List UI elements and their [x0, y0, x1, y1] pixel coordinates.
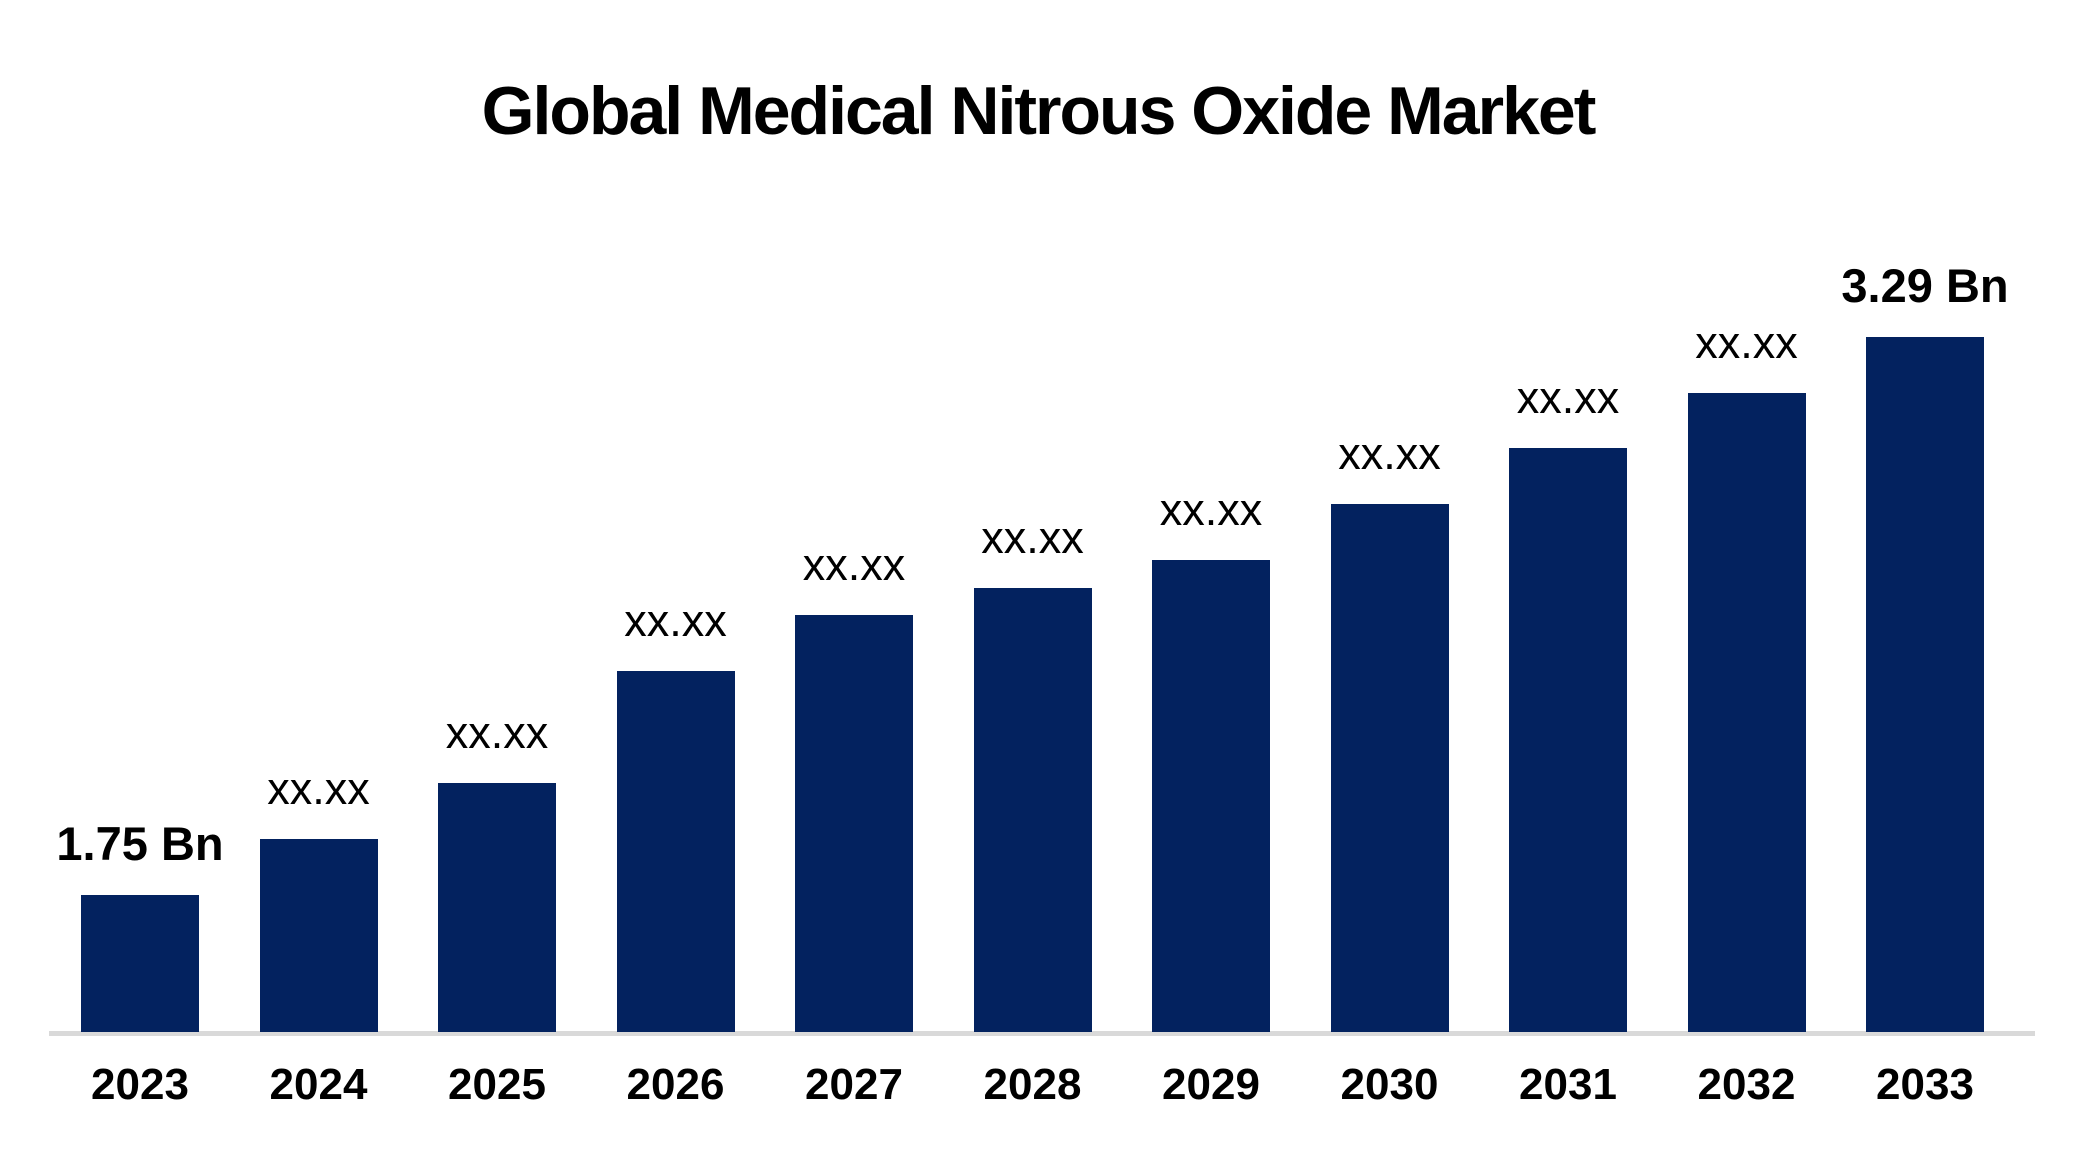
bar-value-label-2026: xx.xx — [624, 595, 727, 646]
x-tick-label-2026: 2026 — [626, 1060, 725, 1109]
bar-2025 — [438, 783, 556, 1032]
x-tick-label-2023: 2023 — [91, 1060, 189, 1109]
x-tick-label-2031: 2031 — [1519, 1060, 1617, 1109]
bar-value-label-2033: 3.29 Bn — [1841, 259, 2009, 312]
bar-value-label-2031: xx.xx — [1516, 372, 1620, 423]
bar-2026 — [616, 671, 735, 1032]
x-tick-label-2024: 2024 — [269, 1060, 368, 1109]
bar-2024 — [259, 839, 378, 1032]
bar-2032 — [1687, 393, 1806, 1032]
x-tick-label-2032: 2032 — [1697, 1060, 1796, 1109]
bar-2031 — [1509, 448, 1627, 1032]
bar-value-label-2030: xx.xx — [1338, 428, 1441, 479]
bar-value-label-2028: xx.xx — [981, 512, 1084, 563]
bar-2030 — [1330, 504, 1449, 1032]
bar-value-label-2027: xx.xx — [802, 539, 906, 590]
x-tick-label-2030: 2030 — [1340, 1060, 1439, 1109]
x-tick-label-2027: 2027 — [805, 1060, 903, 1109]
x-tick-label-2033: 2033 — [1876, 1060, 1974, 1109]
bar-2029 — [1152, 560, 1270, 1032]
chart-title: Global Medical Nitrous Oxide Market — [481, 73, 1597, 149]
bar-value-label-2024: xx.xx — [267, 763, 370, 814]
bar-value-label-2023: 1.75 Bn — [56, 817, 224, 870]
x-tick-label-2028: 2028 — [983, 1060, 1082, 1109]
bar-2033 — [1866, 337, 1984, 1032]
bar-value-label-2025: xx.xx — [445, 707, 549, 758]
bar-2027 — [795, 615, 913, 1032]
bar-2023 — [81, 895, 199, 1032]
x-tick-label-2029: 2029 — [1162, 1060, 1260, 1109]
bar-2028 — [973, 588, 1092, 1032]
x-axis-line — [49, 1031, 2035, 1036]
bar-value-label-2029: xx.xx — [1159, 484, 1263, 535]
x-tick-label-2025: 2025 — [448, 1060, 546, 1109]
bar-value-label-2032: xx.xx — [1695, 317, 1798, 368]
